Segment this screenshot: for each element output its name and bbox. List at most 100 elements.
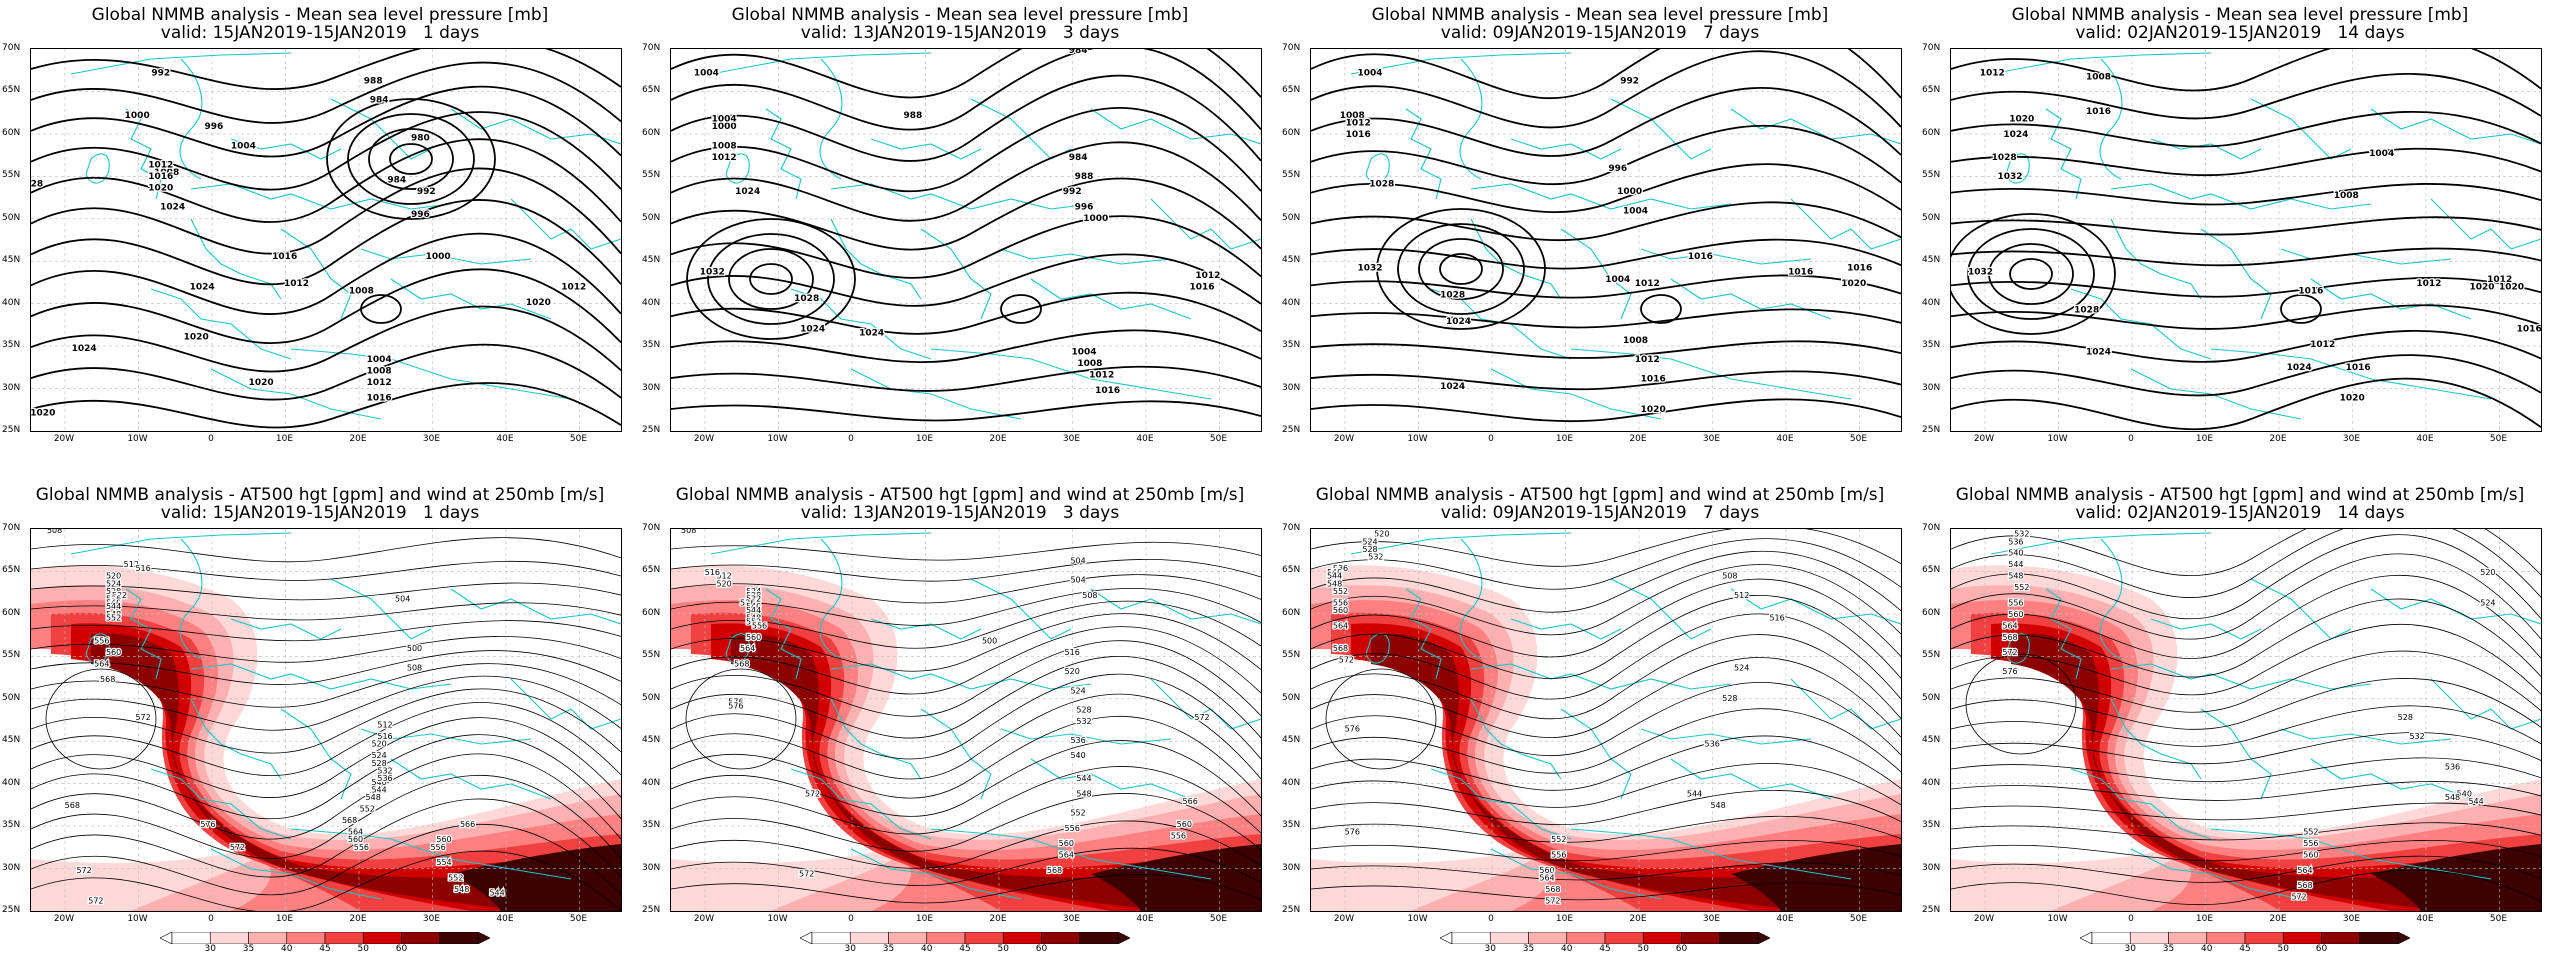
latitude-label: 40N xyxy=(1282,297,1301,308)
contour-label: 508 xyxy=(1722,572,1737,581)
latitude-label: 40N xyxy=(1922,297,1941,308)
contour-label: 528 xyxy=(2398,713,2413,722)
contour-label: 1024 xyxy=(735,187,760,197)
colorbar-tick-label: 35 xyxy=(882,944,895,954)
contour-labels: 9921000996100498898498098499299610081012… xyxy=(31,67,588,419)
colorbar-tick-label: 30 xyxy=(2124,944,2136,954)
contour-label: 568 xyxy=(2297,881,2312,890)
contour-label: 1004 xyxy=(1357,69,1382,79)
map-frame: 508 512 516 520 524 528 532 536 540 544 548 552 556 5… xyxy=(670,528,1262,912)
latitude-label: 25N xyxy=(1282,905,1301,915)
contour-label: 1016 xyxy=(148,172,173,182)
longitude-label: 10W xyxy=(1407,914,1428,924)
longitude-label: 30E xyxy=(1062,914,1081,924)
longitude-label: 50E xyxy=(2489,914,2508,924)
contour-label: 1020 xyxy=(249,378,274,388)
longitude-label: 40E xyxy=(1136,914,1154,924)
isolines xyxy=(31,537,621,911)
colorbar-tick-label: 35 xyxy=(242,944,255,954)
latitude-label: 65N xyxy=(1922,85,1941,96)
contour-label: 568 xyxy=(1047,866,1062,875)
contour-label: 1016 xyxy=(1189,283,1214,293)
contour-labels: 5325365405445485525565605645685725765245… xyxy=(2001,529,2497,903)
panel-title-line: Global NMMB analysis - AT500 hgt [gpm] a… xyxy=(35,485,605,505)
map-canvas: 9921000996100498898498098499299610081012… xyxy=(31,49,621,431)
latitude-label: 55N xyxy=(1282,170,1301,181)
map-frame: 992 1000 996 1004 988 984 980 984 992 996 1008 1012… xyxy=(30,48,622,432)
contour-label: 500 xyxy=(982,637,997,646)
latitude-label: 25N xyxy=(1922,425,1941,435)
panel-title: Global NMMB analysis - AT500 hgt [gpm] a… xyxy=(1280,486,1920,522)
contour-label: 552 xyxy=(1551,835,1566,844)
contour-label: 1032 xyxy=(1997,172,2022,182)
contour-label: 996 xyxy=(411,210,430,220)
contour-label: 524 xyxy=(371,751,386,760)
latitude-label: 65N xyxy=(1282,565,1301,576)
contour-label: 1028 xyxy=(1369,180,1394,190)
contour-label: 1008 xyxy=(154,168,179,178)
longitude-label: 20E xyxy=(2269,914,2287,924)
colorbar-tick-label: 30 xyxy=(844,944,856,954)
longitude-label: 10E xyxy=(1555,434,1574,444)
contour-label: 1008 xyxy=(2086,73,2111,83)
contour-label: 1028 xyxy=(794,294,819,304)
contour-label: 1016 xyxy=(367,393,392,403)
contour-label: 1004 xyxy=(1623,206,1648,216)
contour-label: 544 xyxy=(1687,789,1702,798)
contour-label: 1020 xyxy=(31,409,55,419)
longitude-label: 10W xyxy=(2047,914,2068,924)
colorbar-tick-label: 50 xyxy=(1637,944,1649,954)
wind-colorbar: 30 35 40 45 50 60 xyxy=(2080,932,2410,954)
longitude-label: 10E xyxy=(2195,434,2214,444)
latitude-label: 55N xyxy=(1922,170,1941,181)
contour-label: 556 xyxy=(430,843,445,852)
contour-label: 564 xyxy=(348,828,363,837)
latitude-label: 50N xyxy=(642,692,661,703)
graticule xyxy=(1951,49,2541,431)
isolines xyxy=(671,49,1261,422)
longitude-label: 40E xyxy=(496,434,514,444)
contour-label: 524 xyxy=(2480,598,2495,607)
contour-label: 988 xyxy=(364,76,383,86)
latitude-label: 30N xyxy=(1282,382,1301,393)
colorbar-tick-label: 40 xyxy=(281,944,293,954)
latitude-label: 60N xyxy=(2,607,21,618)
panel-valid-line: valid: 13JAN2019-15JAN2019 3 days xyxy=(800,23,1120,43)
longitude-label: 20W xyxy=(1333,434,1355,444)
map-frame: 1004 1008 1012 1016 1028 1032 1028 1024 992 996 10… xyxy=(1310,48,1902,432)
latitude-label: 45N xyxy=(1282,255,1301,266)
contour-label: 544 xyxy=(1076,774,1091,783)
contour-label: 1004 xyxy=(1605,275,1630,285)
colorbar-tick-label: 50 xyxy=(357,944,369,954)
latitude-label: 30N xyxy=(642,382,661,393)
longitude-label: 10W xyxy=(767,434,788,444)
contour-label: 556 xyxy=(2303,839,2318,848)
z500-wind-map-panel: Global NMMB analysis - AT500 hgt [gpm] a… xyxy=(1280,480,1920,960)
contour-label: 980 xyxy=(411,134,430,144)
latitude-label: 50N xyxy=(1922,212,1941,223)
colorbar-tick-label: 60 xyxy=(1035,944,1048,954)
contour-label: 512 xyxy=(716,572,731,581)
contour-labels: 1004984988100010041008101210241032102810… xyxy=(693,49,1222,397)
latitude-label: 65N xyxy=(1282,85,1301,96)
longitude-label: 30E xyxy=(2342,434,2361,444)
coastlines xyxy=(1990,52,2541,420)
contour-label: 544 xyxy=(2468,797,2483,806)
contour-label: 554 xyxy=(436,858,451,867)
latitude-label: 35N xyxy=(1282,340,1301,351)
contour-label: 576 xyxy=(1345,828,1360,837)
latitude-label: 55N xyxy=(2,170,21,181)
contour-label: 984 xyxy=(387,176,406,186)
mslp-map-panel: Global NMMB analysis - Mean sea level pr… xyxy=(1920,0,2560,480)
panel-title: Global NMMB analysis - AT500 hgt [gpm] a… xyxy=(1920,486,2560,522)
contour-label: 504 xyxy=(1070,575,1085,584)
contour-label: 984 xyxy=(1069,153,1088,163)
latitude-label: 25N xyxy=(2,425,21,435)
contour-label: 512 xyxy=(1734,591,1749,600)
z500-wind-map-panel: Global NMMB analysis - AT500 hgt [gpm] a… xyxy=(1920,480,2560,960)
latitude-label: 70N xyxy=(642,523,661,533)
contour-label: 528 xyxy=(106,587,121,596)
contour-labels: 1004100810121016102810321028102499299610… xyxy=(1339,67,1874,416)
contour-label: 984 xyxy=(1069,49,1088,56)
contour-label: 1016 xyxy=(1641,374,1666,384)
